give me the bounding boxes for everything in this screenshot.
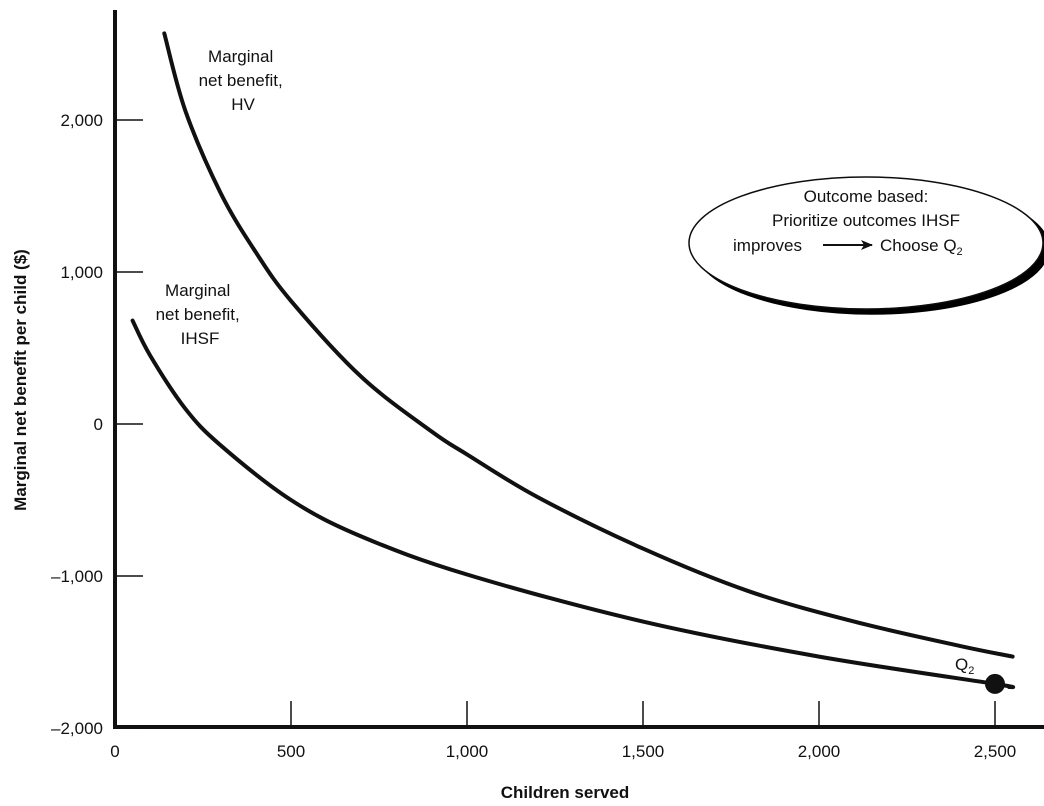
x-tick-label: 1,500 [622, 742, 665, 761]
callout-line-1: Outcome based: [804, 187, 929, 206]
y-tick-label: –2,000 [51, 719, 103, 738]
y-tick-label: 1,000 [60, 263, 103, 282]
q2-marker-group [985, 673, 1005, 694]
ihsf-label-line-1: Marginal [165, 281, 230, 300]
callout-line-2: Prioritize outcomes IHSF [772, 211, 960, 230]
q2-point [985, 673, 1005, 694]
y-tick-label: 0 [94, 415, 103, 434]
ihsf-curve-label: Marginal net benefit, IHSF [156, 281, 245, 348]
callout-ellipse: Outcome based: Prioritize outcomes IHSF … [688, 176, 1044, 310]
x-tick-label: 1,000 [446, 742, 489, 761]
x-tick-label: 500 [277, 742, 305, 761]
callout-line-3-left: improves [733, 236, 802, 255]
hv-label-line-1: Marginal [208, 47, 273, 66]
x-tick-label: 2,000 [798, 742, 841, 761]
x-tick-label: 0 [110, 742, 119, 761]
y-tick-label: 2,000 [60, 111, 103, 130]
ihsf-label-line-2: net benefit, [156, 305, 240, 324]
q2-label: Q2 [955, 655, 974, 677]
x-ticks: 0 500 1,000 1,500 2,000 2,500 [110, 701, 1016, 761]
hv-curve [162, 31, 1015, 659]
callout-choose-subscript: 2 [957, 246, 963, 258]
q2-label-text: Q [955, 655, 968, 674]
y-ticks: –2,000 –1,000 0 1,000 2,000 [51, 111, 143, 738]
callout-choose-text: Choose Q [880, 236, 957, 255]
hv-label-line-2: net benefit, [199, 71, 283, 90]
ihsf-curve [130, 318, 1016, 690]
x-tick-label: 2,500 [974, 742, 1017, 761]
series-layer [130, 31, 1016, 690]
y-axis-title: Marginal net benefit per child ($) [11, 249, 30, 511]
axes [113, 10, 1044, 729]
callout-line-3-right: Choose Q2 [880, 236, 963, 258]
ihsf-label-line-3: IHSF [181, 329, 220, 348]
y-tick-label: –1,000 [51, 567, 103, 586]
q2-label-subscript: 2 [968, 665, 974, 677]
x-axis-title: Children served [501, 783, 630, 802]
hv-curve-label: Marginal net benefit, HV [199, 47, 288, 114]
hv-label-line-3: HV [231, 95, 255, 114]
